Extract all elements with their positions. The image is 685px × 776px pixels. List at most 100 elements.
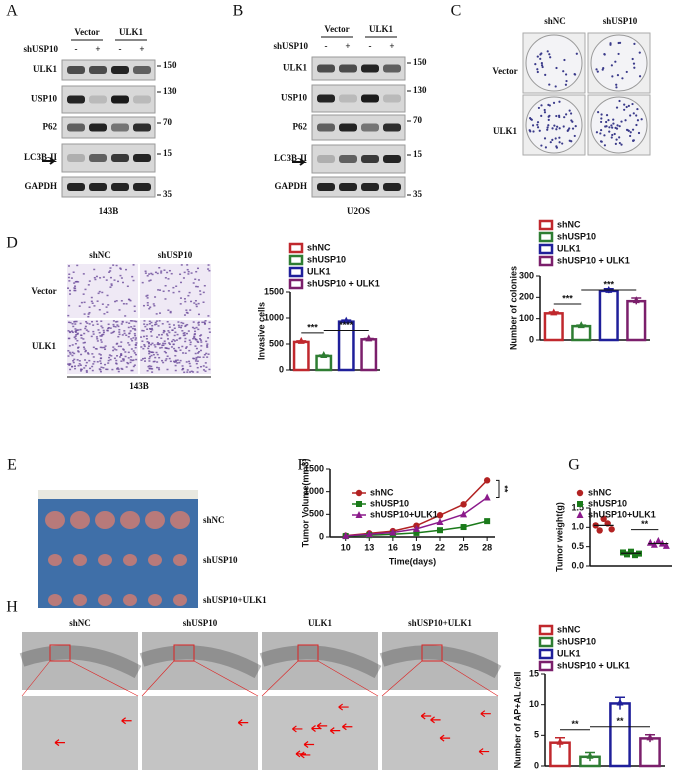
cell xyxy=(110,284,113,287)
cell xyxy=(120,341,123,343)
cell xyxy=(183,271,186,274)
colony xyxy=(551,138,554,141)
data-point xyxy=(365,334,373,342)
tumor xyxy=(120,511,140,529)
cell xyxy=(68,280,71,282)
row-label: ULK1 xyxy=(33,64,58,74)
y-tick-label: 1000 xyxy=(264,312,284,322)
cell xyxy=(171,340,174,343)
colony xyxy=(536,55,539,58)
cell xyxy=(119,267,122,269)
cell xyxy=(93,268,96,271)
colony xyxy=(611,126,614,129)
cell xyxy=(100,335,103,337)
cell xyxy=(178,337,181,340)
cell xyxy=(164,359,167,362)
cell xyxy=(67,276,70,279)
data-point xyxy=(605,285,613,293)
cell xyxy=(108,271,111,273)
cell xyxy=(109,270,112,272)
cell xyxy=(80,301,83,304)
cell xyxy=(74,289,77,292)
cell xyxy=(156,361,159,363)
cell xyxy=(179,297,182,299)
cell xyxy=(178,326,181,328)
cell xyxy=(143,323,146,325)
cell xyxy=(74,335,77,338)
row-label: Vector xyxy=(31,286,56,296)
arrow xyxy=(237,719,249,727)
cell xyxy=(129,299,132,302)
marker-label: 70 xyxy=(163,117,173,127)
colony xyxy=(574,125,577,128)
tumor xyxy=(170,511,190,529)
cell xyxy=(194,278,197,281)
cell xyxy=(152,351,155,354)
cell xyxy=(78,360,81,362)
marker-label: 130 xyxy=(163,86,177,96)
cell xyxy=(101,346,104,349)
cell xyxy=(107,362,110,364)
cell xyxy=(90,335,93,338)
cell-outline xyxy=(19,645,142,679)
cell xyxy=(104,348,107,351)
legend-swatch xyxy=(288,254,304,266)
colony xyxy=(571,127,575,130)
cell xyxy=(80,334,83,336)
colony xyxy=(540,62,543,65)
cell xyxy=(148,273,151,275)
colony xyxy=(575,52,578,55)
cell xyxy=(83,301,86,304)
cell xyxy=(184,337,187,340)
colony xyxy=(638,51,641,54)
cell xyxy=(121,320,124,323)
legend-marker xyxy=(576,511,584,518)
cell xyxy=(141,329,144,332)
colony xyxy=(608,130,611,133)
cell xyxy=(166,355,169,358)
cell xyxy=(69,331,72,334)
cell xyxy=(161,344,164,347)
cell xyxy=(97,329,100,331)
blot-band xyxy=(67,66,85,74)
cell xyxy=(194,352,197,355)
cell xyxy=(108,356,111,359)
colony xyxy=(568,127,571,130)
cell xyxy=(181,365,184,367)
sign-label: - xyxy=(119,44,122,54)
legend-label: shUSP10 xyxy=(370,498,409,508)
data-point xyxy=(586,751,594,759)
cell xyxy=(162,344,165,347)
cell xyxy=(70,277,73,279)
colony xyxy=(546,50,549,53)
colony xyxy=(543,111,547,114)
cell xyxy=(123,332,126,335)
data-point xyxy=(483,477,491,484)
cell xyxy=(127,336,130,338)
colony xyxy=(607,119,610,122)
colony xyxy=(562,70,565,73)
cell xyxy=(193,336,196,339)
colony xyxy=(640,118,643,121)
cell-line-label: U2OS xyxy=(347,206,370,216)
colony xyxy=(599,132,602,135)
cell xyxy=(94,278,97,281)
cell xyxy=(133,364,136,366)
cell xyxy=(84,359,87,361)
tem-zoom xyxy=(22,696,138,770)
cell xyxy=(78,305,81,307)
cell xyxy=(150,365,153,368)
cell xyxy=(77,351,80,353)
treatment-label: shUSP10 xyxy=(23,44,58,54)
cell xyxy=(202,356,205,358)
panel-letter: A xyxy=(6,3,18,20)
tumor xyxy=(123,594,137,606)
cell xyxy=(75,320,78,323)
cell xyxy=(100,357,103,359)
cell xyxy=(68,364,71,366)
cell xyxy=(172,286,175,289)
cell xyxy=(185,346,188,348)
cell xyxy=(104,345,107,347)
legend-label: shNC xyxy=(557,624,581,634)
